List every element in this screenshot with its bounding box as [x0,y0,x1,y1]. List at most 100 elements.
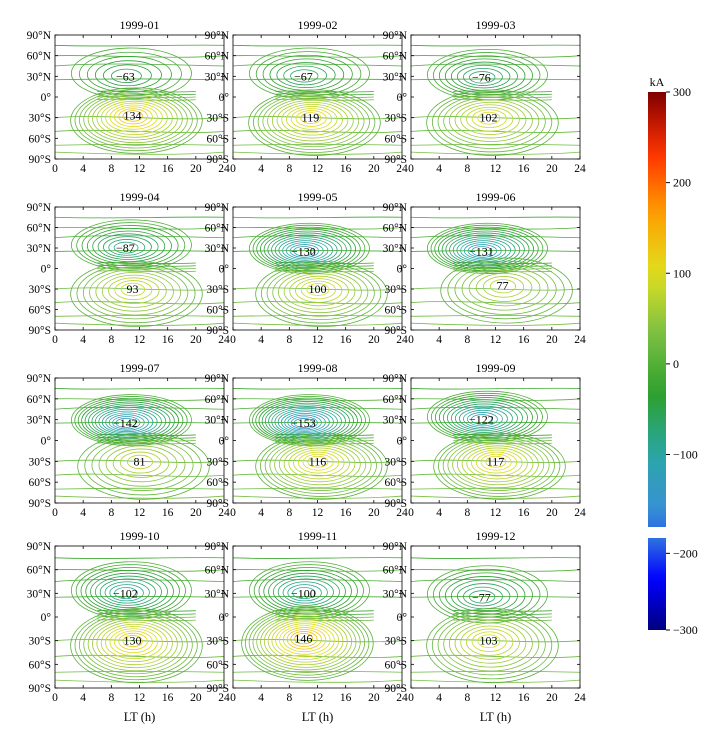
contour-line [108,277,160,304]
contour-line [462,586,503,607]
max-value-label: 93 [126,282,138,296]
contour-line [55,116,224,120]
min-value-label: −131 [469,244,494,258]
contour-line [244,607,370,679]
y-tick-label: 90°S [207,683,230,695]
contour-line [55,315,224,317]
max-value-label: 102 [479,111,497,125]
x-tick-label: 16 [340,163,352,175]
contour-line [268,404,346,439]
contour-line [255,432,388,500]
contour-line [104,581,150,604]
panel-title: 1999-03 [476,18,516,32]
y-tick-label: 60°N [205,51,230,63]
contour-line [411,226,580,230]
y-tick-label: 90°N [383,30,408,42]
contour-line [490,279,517,294]
contour-line [55,250,224,252]
contour-line [233,216,402,219]
x-tick-label: 20 [368,692,380,704]
x-tick-label: 20 [546,692,558,704]
contour-line [233,250,402,252]
contour-line [447,439,550,491]
x-tick-label: 20 [190,692,202,704]
x-tick-label: 20 [368,507,380,519]
contour-line [290,631,318,647]
contour-line [433,432,566,500]
y-tick-label: 30°S [207,113,230,125]
x-tick-label: 16 [340,507,352,519]
contour-line [55,473,224,477]
contour-line [438,397,533,438]
contour-line [115,417,137,428]
contour-line [411,596,580,598]
contour-line [256,613,357,671]
contour-line [411,487,580,490]
contour-line [288,447,350,480]
x-tick-label: 12 [490,163,502,175]
contour-line [233,151,402,155]
contour-line [466,106,514,132]
colorbar-tick-label: −200 [673,546,698,560]
y-tick-label: 30°S [29,636,52,648]
x-tick-label: 8 [108,692,114,704]
contour-line [255,397,362,444]
contour-line [458,407,508,430]
x-tick-label: 12 [312,163,324,175]
contour-line [411,459,580,463]
contour-line [252,91,376,153]
y-tick-label: 60°S [207,477,230,489]
x-axis-label: LT (h) [124,710,156,724]
y-tick-label: 30°N [205,71,230,83]
min-value-label: −67 [294,69,313,83]
y-tick-label: 0° [41,612,52,624]
contour-line [426,608,559,684]
contour-lines [55,557,224,684]
contour-line [109,104,158,130]
contour-line [267,97,360,145]
contour-line [108,414,145,431]
contour-line [55,487,224,490]
contour-line [411,654,580,658]
y-tick-label: 0° [397,264,408,276]
x-tick-label: 16 [162,507,174,519]
y-tick-label: 90°N [27,541,52,553]
contour-line [284,412,326,432]
contour-line [55,579,224,582]
x-tick-label: 4 [80,163,86,175]
max-value-label: 77 [497,279,509,293]
x-tick-label: 4 [258,507,264,519]
contour-line [94,406,162,437]
colorbar-tick-label: 300 [673,85,691,99]
contour-line [105,445,178,483]
y-tick-label: 90°S [29,498,52,510]
contour-line [300,280,336,300]
contour-line [248,47,370,100]
y-tick-label: 30°S [385,636,408,648]
contour-line [454,622,527,664]
x-tick-label: 4 [80,507,86,519]
contour-line [267,619,344,663]
contour-line [55,44,224,47]
x-tick-label: 24 [218,334,230,346]
contour-line [70,87,203,154]
contour-line [454,263,557,315]
panel-title: 1999-01 [120,18,160,32]
contour-line [447,260,565,320]
contour-line [97,264,196,267]
contour-line [113,106,153,128]
contour-line [55,421,224,424]
x-tick-label: 4 [436,163,442,175]
x-tick-label: 24 [574,334,586,346]
contour-line [55,301,224,305]
contour-line [292,587,316,599]
contour-line [411,78,580,81]
contour-line [267,232,347,267]
contour-line [233,671,402,673]
min-value-label: −76 [472,71,491,85]
y-tick-label: 60°S [207,659,230,671]
contour-line [485,455,507,468]
x-tick-label: 12 [134,692,146,704]
contour-line [274,407,338,436]
contour-panel: 1999-04 0 4 8 12 16 20 24 90°N 60°N 30°N 0° 30°S 60°S… [27,190,230,346]
